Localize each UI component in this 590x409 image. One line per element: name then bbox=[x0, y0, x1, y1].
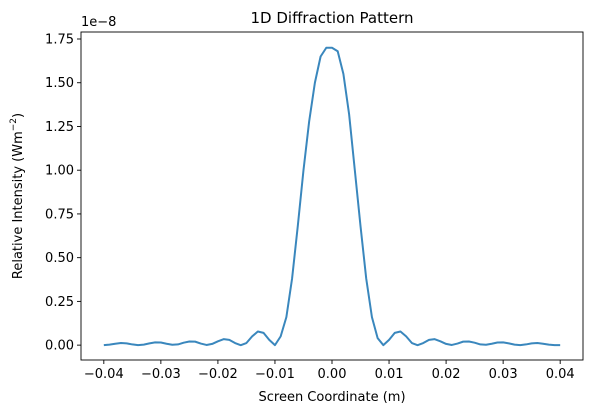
x-tick-label: −0.01 bbox=[255, 367, 295, 382]
x-tick-label: −0.03 bbox=[141, 367, 181, 382]
x-tick-label: −0.02 bbox=[198, 367, 238, 382]
plot-area: −0.04 −0.03 −0.02 −0.01 0.00 0.01 0.02 0.03 0.04… bbox=[45, 32, 583, 382]
y-axis-label: Relative Intensity (Wm−2) bbox=[9, 113, 26, 279]
y-axis-label-main: Relative Intensity (Wm bbox=[11, 131, 26, 279]
plot-frame bbox=[81, 32, 583, 360]
y-tick-label: 1.75 bbox=[45, 32, 74, 47]
chart-title: 1D Diffraction Pattern bbox=[251, 9, 414, 27]
x-tick-label: 0.03 bbox=[489, 367, 518, 382]
x-tick-label: 0.04 bbox=[546, 367, 575, 382]
y-tick-label: 0.75 bbox=[45, 207, 74, 222]
x-tick-label: −0.04 bbox=[84, 367, 124, 382]
y-tick-label: 1.25 bbox=[45, 120, 74, 135]
x-tick-label: 0.01 bbox=[375, 367, 404, 382]
y-tick-label: 1.50 bbox=[45, 76, 74, 91]
series-line-0 bbox=[104, 48, 560, 345]
y-tick-label: 1.00 bbox=[45, 164, 74, 179]
y-tick-label: 0.25 bbox=[45, 295, 74, 310]
y-tick-label: 0.50 bbox=[45, 251, 74, 266]
x-axis-label: Screen Coordinate (m) bbox=[258, 390, 405, 405]
y-axis-label-close: ) bbox=[11, 113, 26, 118]
y-offset-text: 1e−8 bbox=[81, 15, 116, 30]
x-tick-label: 0.02 bbox=[432, 367, 461, 382]
x-tick-label: 0.00 bbox=[318, 367, 347, 382]
y-axis-label-exponent: −2 bbox=[9, 118, 19, 131]
y-tick-label: 0.00 bbox=[45, 339, 74, 354]
